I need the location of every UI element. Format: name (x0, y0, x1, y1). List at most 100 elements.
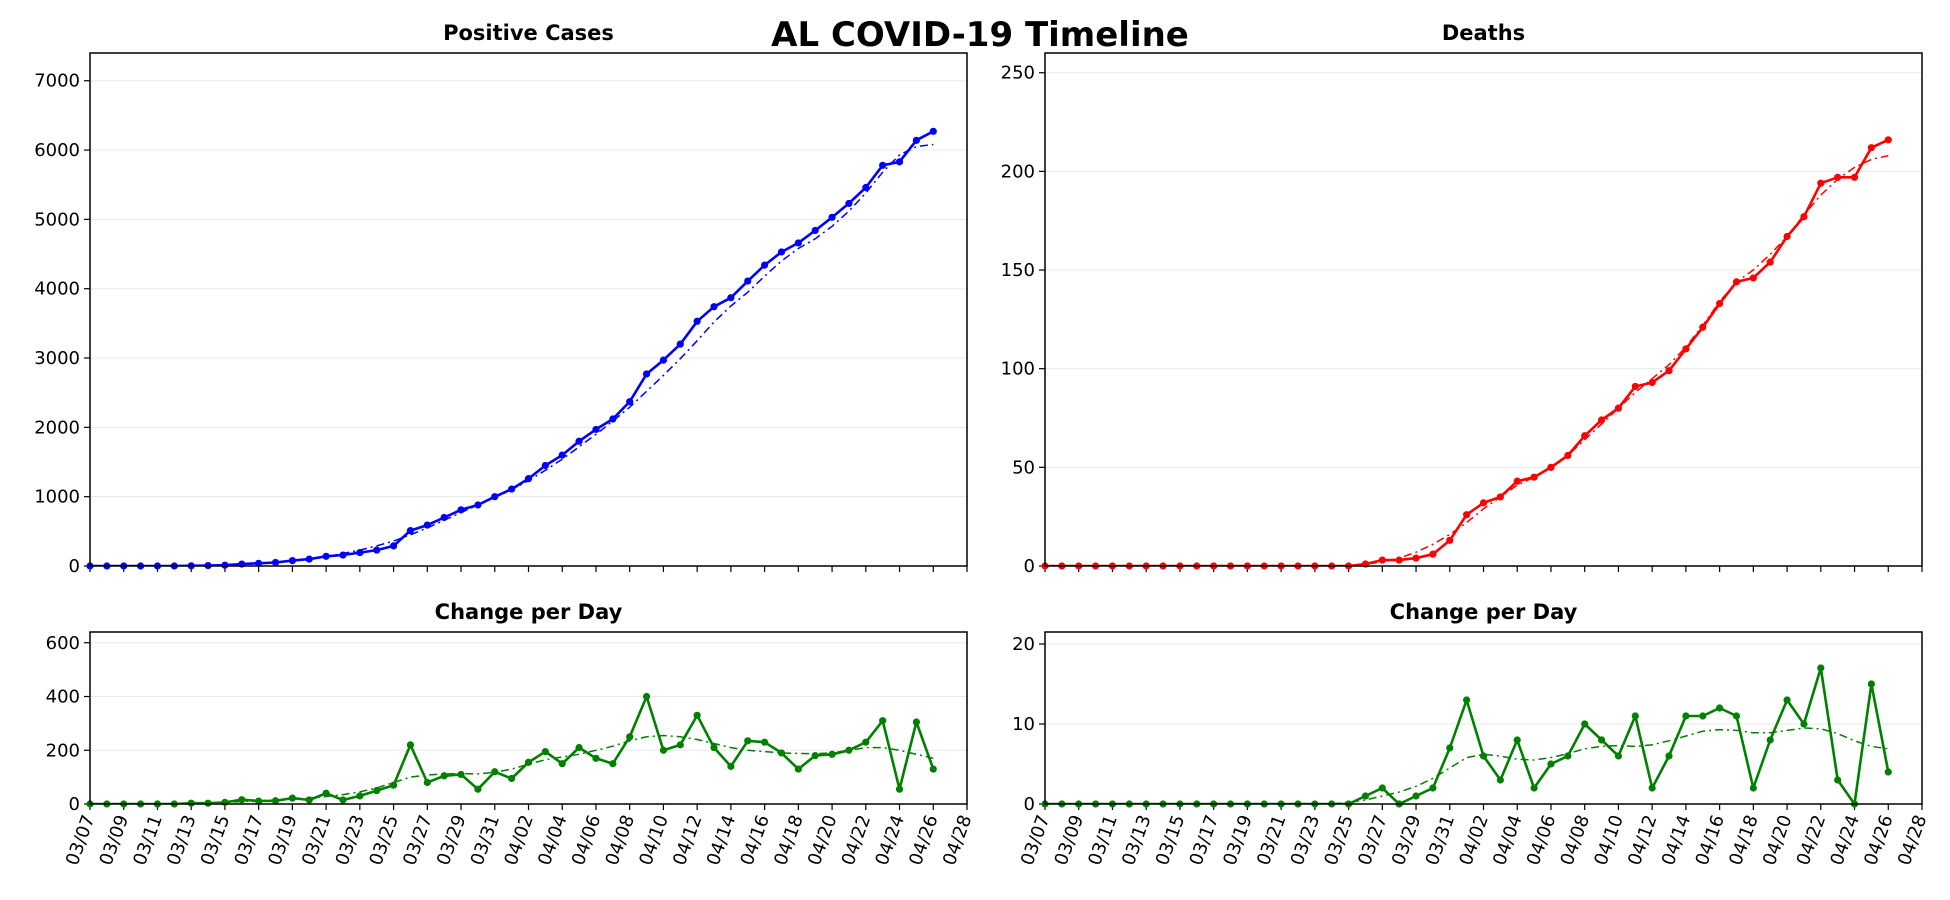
data-point (373, 546, 381, 554)
y-tick-label: 250 (1001, 63, 1035, 84)
data-point (761, 261, 769, 269)
data-point (1716, 299, 1724, 308)
data-point (575, 743, 583, 752)
trend-line (90, 143, 934, 566)
data-point (1631, 382, 1639, 391)
series-line (1045, 666, 1890, 804)
y-tick-label: 7000 (34, 71, 80, 92)
data-point (744, 277, 752, 285)
data-point (1783, 696, 1791, 704)
y-tick-label: 0 (69, 556, 80, 577)
data-point (626, 733, 634, 741)
data-point (642, 692, 651, 701)
data-point (1817, 664, 1825, 672)
data-point (609, 760, 617, 768)
x-tick-label: 04/28 (939, 812, 976, 868)
data-point (1884, 136, 1892, 144)
data-point (474, 785, 482, 793)
x-tick-label: 04/24 (871, 812, 908, 868)
x-tick-label: 04/16 (1692, 812, 1729, 868)
x-tick-label: 03/09 (1051, 812, 1088, 868)
data-point (1766, 736, 1774, 744)
data-point (541, 747, 549, 756)
data-point (1699, 323, 1707, 331)
x-tick-label: 03/19 (264, 812, 301, 868)
data-point (1648, 784, 1656, 792)
x-tick-label: 03/15 (197, 812, 234, 868)
data-point (828, 750, 836, 758)
plot-title-cases: Positive Cases (443, 21, 614, 45)
data-point (693, 711, 701, 719)
x-tick-label: 03/13 (163, 812, 200, 868)
x-tick-label: 04/06 (568, 812, 605, 868)
data-point (659, 356, 668, 364)
x-tick-label: 04/26 (905, 812, 942, 868)
y-tick-label: 200 (1001, 161, 1035, 182)
y-tick-label: 3000 (34, 348, 80, 369)
x-tick-label: 04/18 (1725, 812, 1762, 868)
trend-line (90, 734, 934, 804)
x-tick-label: 04/10 (1590, 812, 1627, 868)
data-point (727, 294, 735, 302)
y-tick-label: 0 (1024, 794, 1035, 815)
plot-frame-cases-change (89, 631, 968, 805)
x-tick-label: 04/10 (635, 812, 672, 868)
data-point (491, 768, 499, 776)
data-point (929, 127, 937, 135)
data-point (1412, 792, 1420, 800)
data-point (373, 786, 381, 795)
data-point (676, 340, 684, 348)
series-line (90, 130, 934, 566)
x-tick-label: 03/07 (62, 812, 99, 868)
plot-title-deaths-change: Change per Day (1390, 600, 1578, 624)
data-point (693, 317, 701, 325)
data-point (322, 789, 330, 797)
y-tick-label: 200 (46, 740, 80, 761)
data-point (845, 746, 853, 754)
y-tick-label: 10 (1012, 714, 1035, 735)
data-point (1581, 720, 1589, 728)
x-tick-label: 04/02 (1455, 812, 1492, 868)
data-point (794, 239, 802, 247)
x-tick-label: 03/29 (433, 812, 470, 868)
x-tick-label: 03/15 (1152, 812, 1189, 868)
x-tick-label: 03/23 (332, 812, 369, 868)
plot-cases-change: Change per Day 0 200 400 600 03/0703/0903/11… (46, 600, 977, 868)
data-point (1631, 712, 1639, 720)
data-point (1682, 712, 1690, 720)
data-point (389, 781, 398, 789)
data-point (271, 797, 280, 805)
data-point (1597, 416, 1606, 424)
data-point (879, 161, 887, 169)
x-tick-label: 04/04 (534, 812, 571, 868)
x-tick-label: 04/12 (1624, 812, 1661, 868)
x-tick-label: 03/25 (1320, 812, 1357, 868)
x-tick-label: 03/27 (399, 812, 436, 868)
data-point (187, 799, 195, 807)
data-point (1513, 477, 1521, 485)
data-point (1665, 367, 1673, 375)
data-point (879, 717, 887, 725)
y-tick-label: 6000 (34, 140, 80, 161)
data-point (1766, 258, 1774, 266)
data-point (1429, 550, 1437, 558)
x-tick-label: 04/16 (737, 812, 774, 868)
x-tick-label: 03/11 (1084, 812, 1121, 868)
data-point (1446, 536, 1454, 544)
data-point (794, 765, 802, 773)
data-point (929, 765, 937, 773)
x-tick-label: 04/12 (669, 812, 706, 868)
data-point (1867, 144, 1876, 152)
figure-title: AL COVID-19 Timeline (771, 15, 1189, 55)
y-tick-label: 0 (69, 794, 80, 815)
data-point (1867, 680, 1876, 688)
data-point (1412, 554, 1420, 562)
data-point (457, 770, 465, 779)
data-point (642, 370, 651, 378)
plot-deaths: Deaths 0 50 100 150 200 250 (1001, 21, 1923, 577)
data-point (389, 542, 398, 550)
data-point (558, 451, 566, 459)
y-tick-label: 0 (1024, 556, 1035, 577)
x-tick-label: 03/11 (129, 812, 166, 868)
